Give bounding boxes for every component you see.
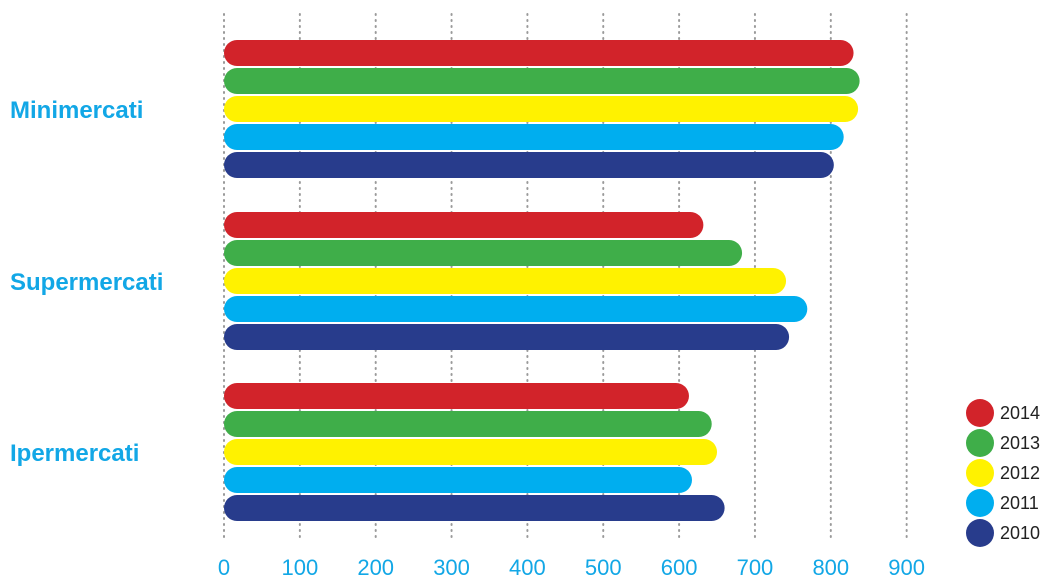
- tick-label-300: 300: [433, 555, 470, 580]
- legend-label-2011: 2011: [1000, 493, 1039, 513]
- bar-supermercati-2014: [224, 212, 704, 238]
- legend-swatch-2013: [966, 429, 994, 457]
- category-label-supermercati: Supermercati: [10, 269, 163, 296]
- tick-label-100: 100: [281, 555, 318, 580]
- tick-label-500: 500: [585, 555, 622, 580]
- bar-ipermercati-2013: [224, 411, 712, 437]
- legend-swatch-2012: [966, 459, 994, 487]
- legend-label-2014: 2014: [1000, 403, 1040, 423]
- bar-minimercati-2014: [224, 40, 854, 66]
- legend: 2014 2013 2012 2011 2010: [966, 399, 1040, 547]
- legend-swatch-2014: [966, 399, 994, 427]
- bar-minimercati-2012: [224, 96, 859, 122]
- bar-supermercati-2011: [224, 296, 808, 322]
- tick-label-700: 700: [737, 555, 774, 580]
- bar-supermercati-2010: [224, 324, 790, 350]
- legend-label-2010: 2010: [1000, 523, 1040, 543]
- tick-label-400: 400: [509, 555, 546, 580]
- tick-label-200: 200: [357, 555, 394, 580]
- category-label-ipermercati: Ipermercati: [10, 440, 139, 467]
- category-label-minimercati: Minimercati: [10, 97, 143, 124]
- bar-ipermercati-2011: [224, 467, 692, 493]
- bar-ipermercati-2014: [224, 383, 689, 409]
- legend-swatch-2010: [966, 519, 994, 547]
- legend-label-2012: 2012: [1000, 463, 1040, 483]
- legend-swatch-2011: [966, 489, 994, 517]
- tick-label-0: 0: [218, 555, 230, 580]
- tick-label-900: 900: [888, 555, 925, 580]
- bar-ipermercati-2012: [224, 439, 718, 465]
- bar-supermercati-2013: [224, 240, 743, 266]
- bar-minimercati-2010: [224, 152, 834, 178]
- bar-minimercati-2013: [224, 68, 860, 94]
- legend-label-2013: 2013: [1000, 433, 1040, 453]
- bars: [224, 40, 860, 521]
- bar-supermercati-2012: [224, 268, 787, 294]
- tick-label-600: 600: [661, 555, 698, 580]
- tick-label-800: 800: [812, 555, 849, 580]
- category-labels: Minimercati Supermercati Ipermercati: [10, 97, 163, 467]
- x-axis-tick-labels: 0 100 200 300 400 500 600 700 800 900: [218, 555, 925, 580]
- bar-ipermercati-2010: [224, 495, 725, 521]
- bar-minimercati-2011: [224, 124, 844, 150]
